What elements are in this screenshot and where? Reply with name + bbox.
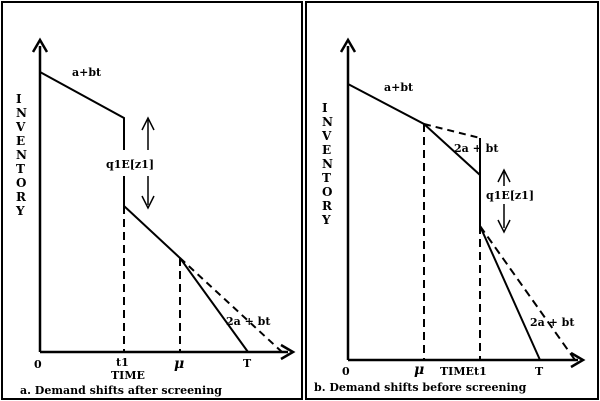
panel-b-x-arrowhead [570,351,586,369]
panel-b-y-letter: V [321,129,332,143]
panel-a-jump-arrowhead-up [141,116,155,131]
panel-b-jump-label: q1E[z1] [486,189,534,202]
panel-b-y-letter: T [322,171,331,185]
panel-a: I N V E N T O R Y a+bt q1E[z1] 2a + bt 0… [1,1,303,400]
panel-b-y-arrowhead [339,37,357,53]
panel-b-x-axis-label: TIME [440,365,474,378]
panel-b-segment1-label: a+bt [384,81,414,94]
panel-a-y-letter: Y [15,204,25,218]
panel-a-x-axis-label: TIME [111,369,145,382]
panel-b-segment2-label: 2a + bt [454,142,499,155]
panel-b-y-letter: Y [321,213,331,227]
panel-a-inventory-line [39,71,249,353]
panel-b-origin-label: 0 [342,365,350,378]
panel-b-jump-arrowhead-up [497,168,511,183]
panel-b-y-letter: O [322,185,332,199]
panel-b-y-letter: E [322,143,331,157]
panel-b-segment3-label: 2a + bt [530,316,575,329]
panel-a-y-letter: E [16,134,25,148]
panel-a-y-letter: V [15,120,26,134]
panel-b-original-demand-dashed [423,123,481,139]
panel-a-y-letter: N [16,148,27,162]
panel-b-t1-label: t1 [474,365,487,378]
panel-a-jump-label: q1E[z1] [106,158,154,171]
panel-b: I N V E N T O R Y a+bt 2a + bt q1E[z1] 2… [305,1,599,400]
panel-a-y-letter: I [16,92,22,106]
panel-a-border [1,1,303,400]
panel-b-y-axis-label: I N V E N T O R Y [321,101,337,227]
panel-a-y-letter: N [16,106,27,120]
panel-a-y-letter: O [16,176,26,190]
panel-a-y-letter: T [16,162,25,176]
panel-b-y-letter: N [322,115,333,129]
panel-b-jump-arrowhead-down [497,219,511,234]
panel-b-y-letter: N [322,157,333,171]
panel-b-border [305,1,599,400]
panel-b-y-letter: I [322,101,328,115]
panel-b-jump-label-bg [484,186,540,204]
panel-a-jump-label-bg [100,150,192,176]
panel-a-x-arrowhead [280,343,296,361]
panel-b-caption: b. Demand shifts before screening [314,381,527,394]
panel-a-y-arrowhead [31,37,49,53]
panel-b-mu-label: μ [414,362,424,378]
panel-b-T-label: T [535,365,544,378]
panel-a-segment1-label: a+bt [72,66,102,79]
panel-a-caption: a. Demand shifts after screening [20,384,222,397]
panel-a-mu-label: μ [174,356,184,372]
panel-b-y-letter: R [322,199,333,213]
panel-a-jump-arrowhead-down [141,195,155,210]
panel-a-t1-label: t1 [116,356,129,369]
panel-b-after-dashed [479,225,576,361]
panel-a-origin-label: 0 [34,358,42,371]
panel-b-inventory-line [347,83,541,361]
panel-a-original-demand-dashed [179,257,283,353]
panel-a-y-axis-label: I N V E N T O R Y [15,92,31,218]
panel-a-y-letter: R [16,190,27,204]
panel-a-segment3-label: 2a + bt [226,315,271,328]
panel-a-T-label: T [243,357,252,370]
